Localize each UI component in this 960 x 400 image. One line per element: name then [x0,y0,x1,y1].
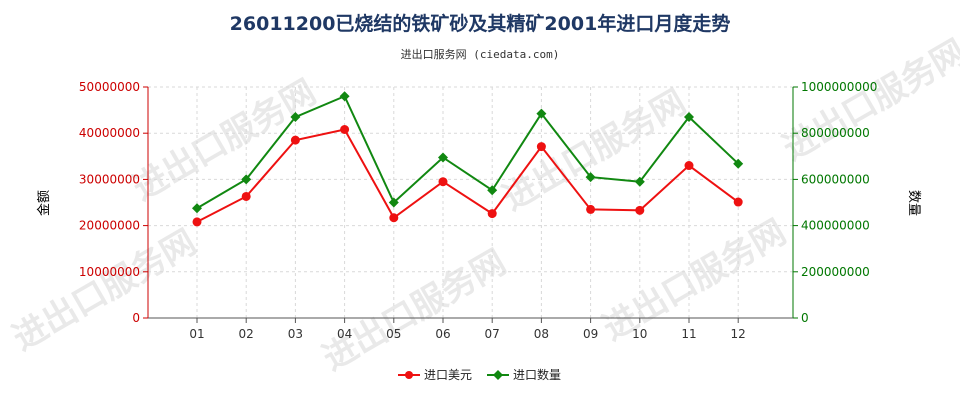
series-line-1 [196,94,739,210]
chart-title: 26011200已烧结的铁矿砂及其精矿2001年进口月度走势 [230,12,731,35]
data-point-value [684,161,694,171]
grid [148,86,793,318]
data-point-value [192,217,202,227]
watermark-text: 进出口服务网 [6,222,203,359]
legend-label-1[interactable]: 进口数量 [513,367,561,382]
chart-subtitle: 进出口服务网 (ciedata.com) [401,47,560,61]
data-point-quantity [684,112,694,123]
data-point-quantity [536,108,547,119]
left-tick-label: 20000000 [79,219,140,233]
data-point-quantity [290,112,301,123]
data-point-quantity [192,203,202,214]
data-point-value [586,204,596,214]
watermark-text: 进出口服务网 [316,242,513,379]
x-tick-label: 06 [435,327,450,341]
series-line-0 [196,128,739,223]
legend-label-0[interactable]: 进口美元 [424,368,472,382]
left-axis-ticks: 0 10000000 20000000 30000000 40000000 5000000… [79,80,148,325]
left-axis-label: 金额 [36,190,52,216]
left-tick-label: 50000000 [79,80,140,94]
right-tick-label: 600000000 [801,172,870,186]
right-tick-label: 800000000 [801,126,870,140]
watermark-text: 进出口服务网 [776,32,960,169]
x-tick-label: 03 [288,327,303,341]
x-tick-label: 02 [239,327,254,341]
legend[interactable]: 进口美元 进口数量 [398,367,561,382]
right-axis-label: 数量 [906,190,921,216]
x-tick-label: 07 [485,327,500,341]
data-point-value [438,177,448,187]
x-tick-label: 12 [731,327,746,341]
x-tick-label: 09 [583,327,598,341]
x-tick-label: 08 [534,327,549,341]
left-tick-label: 10000000 [79,265,140,279]
data-point-value [733,197,743,207]
data-point-value [241,191,251,201]
data-point-quantity [733,158,744,169]
x-tick-label: 11 [681,327,696,341]
left-tick-label: 0 [132,311,140,325]
data-point-quantity [388,197,399,208]
data-point-quantity [339,91,350,102]
right-axis-ticks: 0 200000000 400000000 600000000 800000000 100… [793,80,877,325]
data-point-value [635,205,645,215]
data-point-quantity [634,176,645,187]
right-tick-label: 200000000 [801,265,870,279]
left-tick-label: 40000000 [79,126,140,140]
data-point-value [290,135,300,145]
data-point-quantity [585,172,596,183]
data-point-value [487,209,497,219]
right-tick-label: 1000000000 [801,80,877,94]
x-tick-label: 01 [189,327,204,341]
left-tick-label: 30000000 [79,172,140,186]
legend-marker-circle [405,371,413,379]
data-point-value [389,213,399,223]
data-point-value [536,142,546,152]
data-point-value [340,125,350,135]
data-point-quantity [487,185,498,196]
x-axis-ticks: 01 02 03 04 05 06 07 08 09 10 11 12 [189,318,746,341]
right-tick-label: 0 [801,311,809,325]
data-point-quantity [438,152,448,163]
series-group [192,91,744,227]
right-tick-label: 400000000 [801,219,870,233]
x-tick-label: 10 [632,327,647,341]
axes [147,87,794,319]
x-tick-label: 04 [337,327,352,341]
x-tick-label: 05 [386,327,401,341]
legend-marker-diamond [493,370,503,380]
data-point-quantity [241,174,252,185]
